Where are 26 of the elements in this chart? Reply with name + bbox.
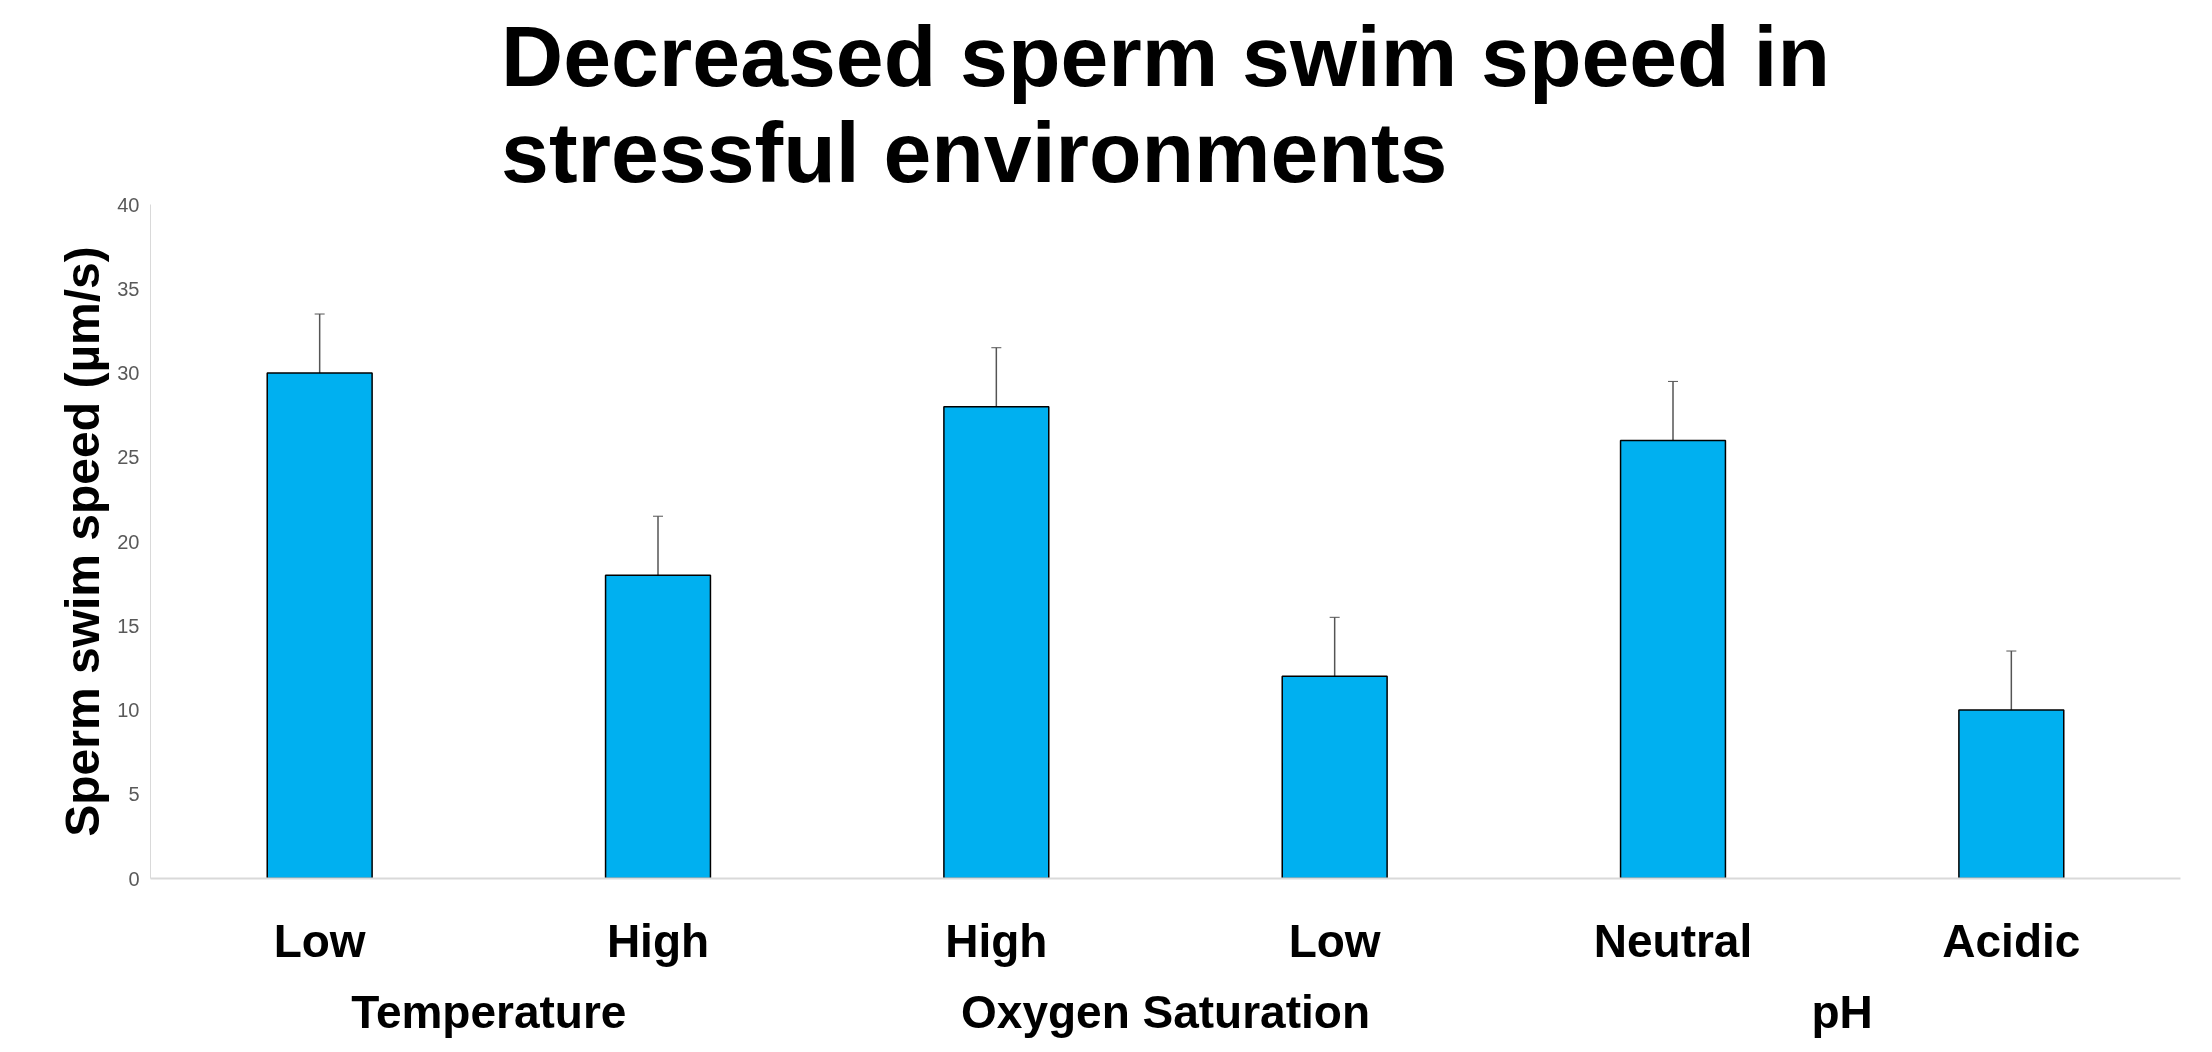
y-tick-label: 15 [117,614,140,637]
bar [266,372,373,879]
bar [1281,675,1388,879]
y-tick-label: 0 [128,867,140,890]
x-tick-label: Low [1288,914,1381,967]
y-tick-label: 25 [117,446,140,469]
x-tick-label: High [606,914,710,967]
chart-title: Decreased sperm swim speed in stressful environments [501,7,1830,200]
text: pH [1811,985,1873,1038]
x-tick-label: Neutral [1593,914,1753,967]
text: Temperature [351,985,627,1038]
y-tick-label: 5 [128,783,140,806]
y-tick-label: 35 [117,277,140,300]
y-tick-label: 40 [117,193,140,216]
x-tick-label: Low [273,914,366,967]
x-tick-label: Acidic [1942,914,2081,967]
bar [1958,709,2065,879]
text: Oxygen Saturation [961,985,1370,1038]
y-tick-label: 20 [117,530,140,553]
x-tick-label: High [945,914,1048,967]
bar [1619,439,1727,879]
bar [604,574,712,879]
y-axis-title: Sperm swim speed (µm/s) [56,246,110,837]
y-tick-label: 30 [117,362,140,384]
y-tick-label: 10 [117,699,140,721]
bar [943,405,1050,879]
